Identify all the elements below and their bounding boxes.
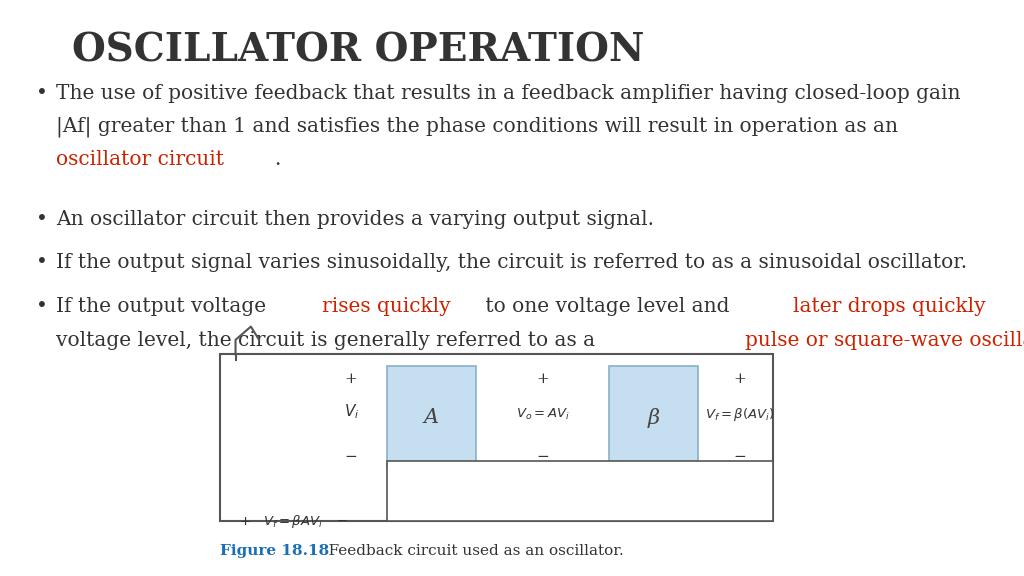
Text: −: − [733, 450, 745, 464]
Text: |Af| greater than 1 and satisfies the phase conditions will result in operation : |Af| greater than 1 and satisfies the ph… [56, 117, 898, 138]
Text: Feedback circuit used as an oscillator.: Feedback circuit used as an oscillator. [314, 544, 624, 558]
Text: Figure 18.18: Figure 18.18 [220, 544, 330, 558]
Text: −: − [345, 450, 357, 464]
Text: $V_f = \beta(AV_i)$: $V_f = \beta(AV_i)$ [705, 406, 774, 423]
Text: +: + [537, 372, 549, 385]
Text: If the output voltage: If the output voltage [56, 297, 272, 316]
Text: pulse or square-wave oscillator.: pulse or square-wave oscillator. [745, 331, 1024, 350]
Text: +: + [345, 372, 357, 385]
Text: rises quickly: rises quickly [323, 297, 451, 316]
Text: The use of positive feedback that results in a feedback amplifier having closed-: The use of positive feedback that result… [56, 84, 961, 103]
Text: •: • [36, 297, 48, 316]
Bar [220, 354, 773, 521]
Text: •: • [36, 253, 48, 272]
Text: OSCILLATOR OPERATION: OSCILLATOR OPERATION [72, 32, 644, 70]
Text: +: + [733, 372, 745, 385]
Text: voltage level, the circuit is generally referred to as a: voltage level, the circuit is generally … [56, 331, 602, 350]
Text: oscillator circuit: oscillator circuit [56, 150, 224, 169]
Bar [387, 461, 773, 521]
Text: $V_i$: $V_i$ [344, 403, 358, 421]
Text: −: − [537, 450, 549, 464]
Text: later drops quickly: later drops quickly [794, 297, 986, 316]
Text: to one voltage level and: to one voltage level and [479, 297, 736, 316]
Text: •: • [36, 84, 48, 103]
Text: .: . [273, 150, 281, 169]
Text: An oscillator circuit then provides a varying output signal.: An oscillator circuit then provides a va… [56, 210, 654, 229]
Bar [609, 366, 698, 469]
Bar [387, 366, 476, 469]
Text: $V_o = AV_i$: $V_o = AV_i$ [516, 407, 569, 422]
Text: $+\quad V_f = \beta A V_i \quad-$: $+\quad V_f = \beta A V_i \quad-$ [239, 513, 348, 530]
Text: A: A [424, 408, 439, 427]
Text: •: • [36, 210, 48, 229]
Text: If the output signal varies sinusoidally, the circuit is referred to as a sinuso: If the output signal varies sinusoidally… [56, 253, 968, 272]
Text: β: β [648, 408, 659, 427]
